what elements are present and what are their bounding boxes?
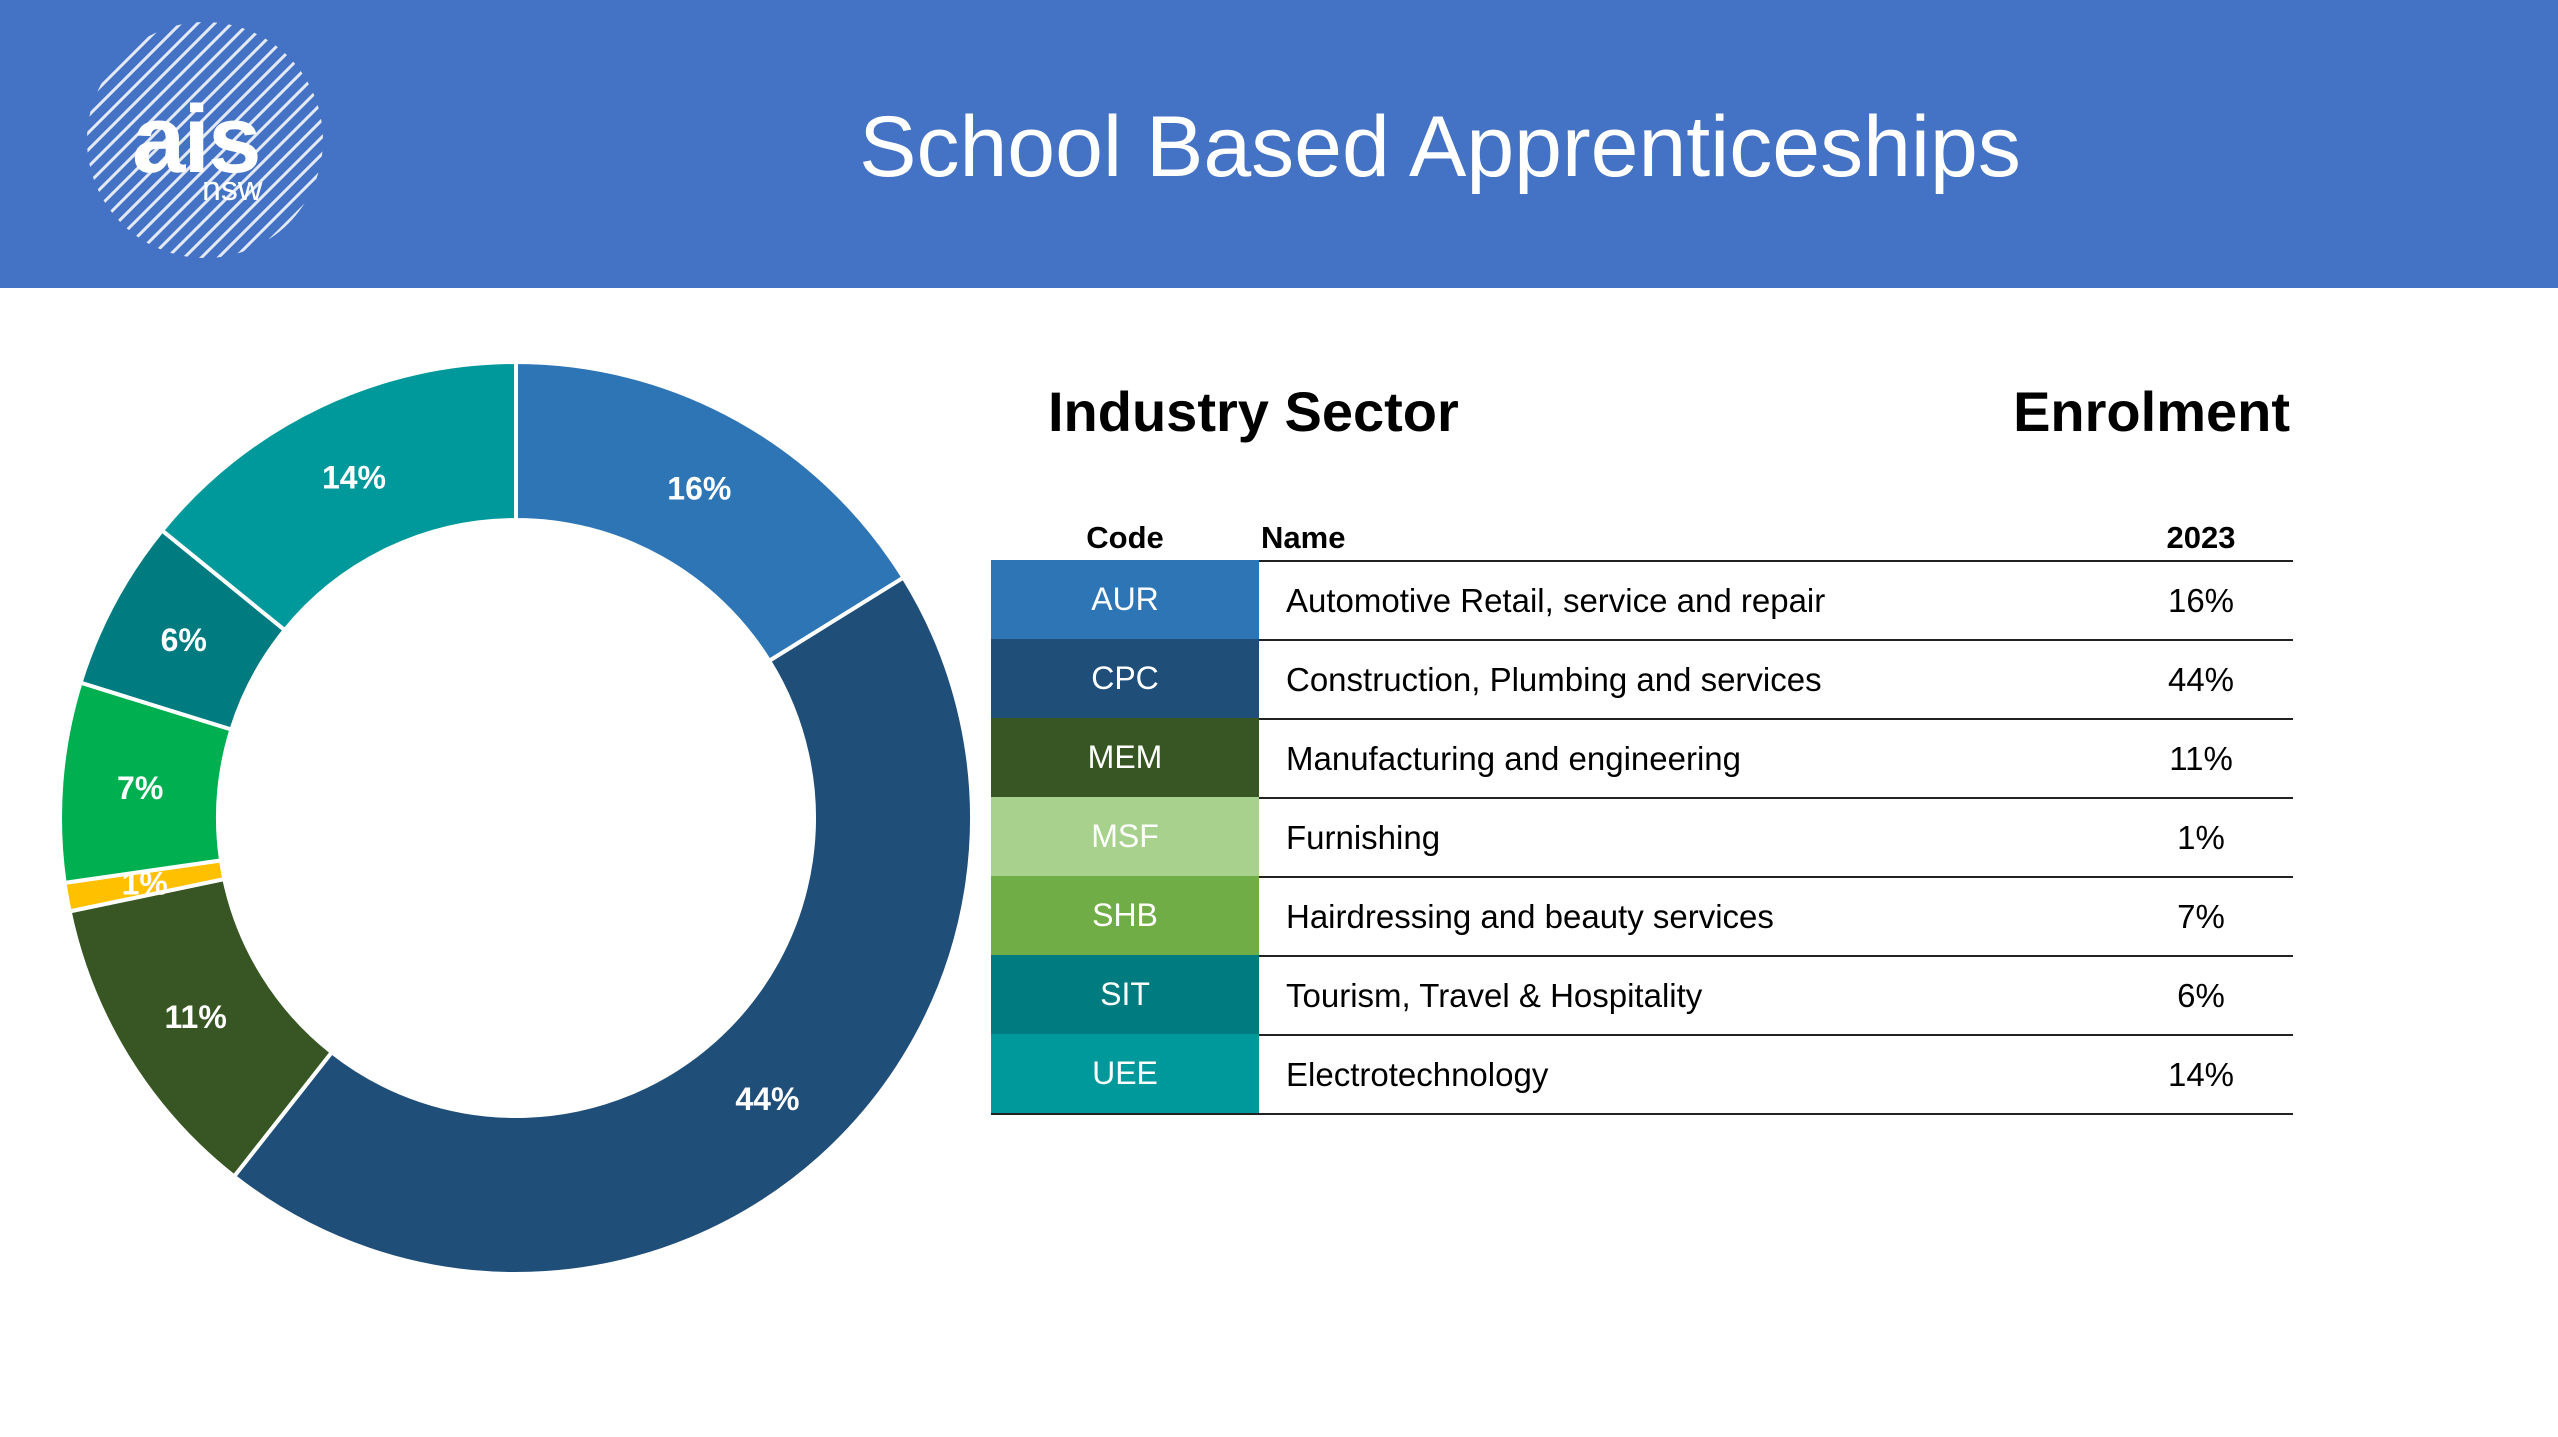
enrolment-value-cell: 11% [2169,740,2233,777]
enrolment-value-cell: 14% [2167,1056,2235,1093]
logo-stripe [87,22,323,258]
logo-stripe [87,22,323,258]
donut-slice [159,359,518,633]
table-header: Code Name 2023 [991,512,2293,560]
slice-label: 6% [161,622,207,658]
donut-chart: 16% 44% 11% 1% 7% 6% 14% [0,288,1000,1437]
enrolment-value-cell: 1% [2177,819,2225,856]
table-row: SIT Tourism, Travel & Hospitality 6% [991,955,2293,1036]
logo-text-ais: ais [132,86,261,193]
logo-stripe [87,22,323,258]
column-header-code: Code [1086,520,1164,555]
donut-slice [231,574,974,1276]
enrolment-value-cell: 6% [2177,977,2225,1014]
sector-code-cell: UEE [991,1034,1259,1113]
column-header-name: Name [1261,520,1346,555]
slice-label: 14% [322,460,386,496]
sector-code-cell: AUR [991,560,1259,639]
table-body: AUR Automotive Retail, service and repai… [991,560,2293,1115]
sector-name-cell: Hairdressing and beauty services [1286,898,1774,935]
donut-chart-svg: 16%44%11%1%7%6%14% [58,359,974,1276]
sector-code-cell: MEM [991,718,1259,797]
sector-name-cell: Furnishing [1286,819,1441,856]
slice-label: 11% [165,999,227,1035]
sector-name-cell: Electrotechnology [1286,1056,1549,1093]
sector-table: Code Name 2023 AUR Automotive Retail, se… [991,512,2293,1115]
table-row: UEE Electrotechnology 14% [991,1034,2293,1115]
logo-stripe [117,22,323,258]
table-row: CPC Construction, Plumbing and services … [991,639,2293,720]
header-banner: ais nsw School Based Apprenticeships [0,0,2558,288]
logo-stripe [87,22,323,258]
enrolment-value-cell: 7% [2177,898,2225,935]
industry-sector-heading: Industry Sector [1048,380,1459,443]
slice-label: 44% [735,1081,799,1117]
enrolment-value-cell: 16% [2167,582,2235,619]
table-row: SHB Hairdressing and beauty services 7% [991,876,2293,957]
enrolment-heading: Enrolment [2013,380,2290,443]
sector-name-cell: Construction, Plumbing and services [1286,661,1822,698]
logo-text-nsw: nsw [202,170,263,208]
logo-stripe [87,22,323,258]
slice-label: 16% [667,471,731,507]
sector-code-cell: CPC [991,639,1259,718]
logo-stripe [100,22,323,258]
table-row: MEM Manufacturing and engineering 11% [991,718,2293,799]
ais-nsw-logo: ais nsw [80,22,330,262]
logo-stripe [87,22,323,258]
logo-stripe [87,22,323,258]
column-header-year: 2023 [2166,520,2236,555]
enrolment-value-cell: 44% [2167,661,2235,698]
logo-stripe [87,22,300,258]
slice-label: 7% [117,770,163,806]
sector-name-cell: Manufacturing and engineering [1286,740,1741,777]
logo-stripe [87,22,323,258]
logo-stripe [87,22,323,258]
logo-stripes [87,22,323,258]
table-row: AUR Automotive Retail, service and repai… [991,560,2293,641]
sector-name-cell: Automotive Retail, service and repair [1286,582,1826,619]
sector-code-cell: MSF [991,797,1259,876]
table-row: MSF Furnishing 1% [991,797,2293,878]
logo-stripe [87,22,323,258]
logo-stripe [87,22,317,258]
page-title: School Based Apprenticeships [859,99,2021,195]
sector-code-cell: SHB [991,876,1259,955]
donut-slice [514,359,907,664]
sector-code-cell: SIT [991,955,1259,1034]
sector-name-cell: Tourism, Travel & Hospitality [1286,977,1703,1014]
